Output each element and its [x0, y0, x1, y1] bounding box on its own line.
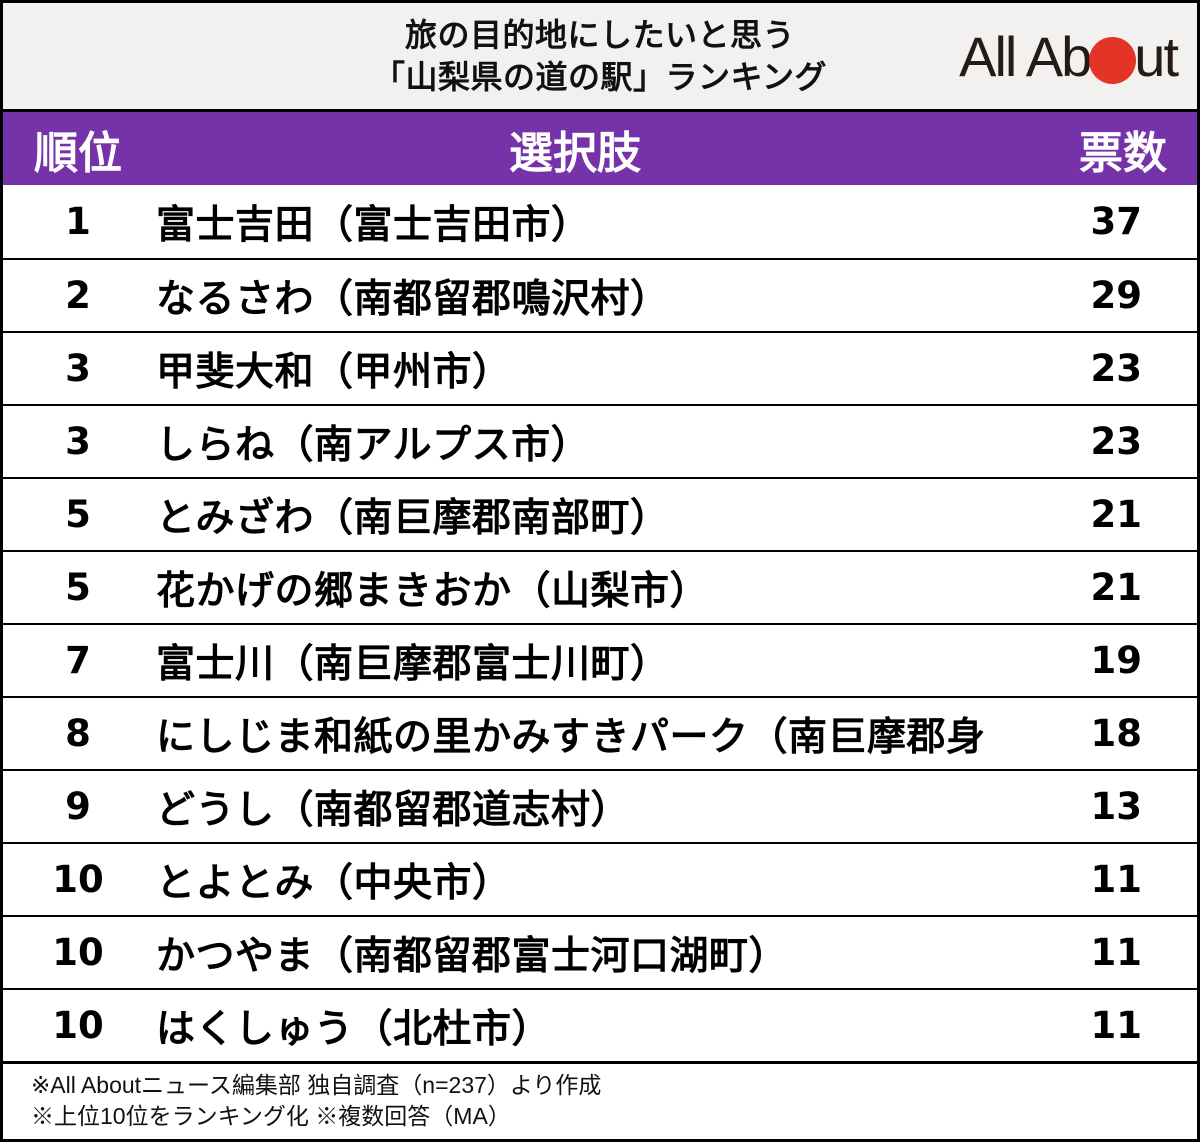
table-row: 5 花かげの郷まきおか（山梨市） 21: [3, 550, 1197, 623]
table-body: 1 富士吉田（富士吉田市） 37 2 なるさわ（南都留郡鳴沢村） 29 3 甲斐…: [3, 185, 1197, 1061]
choice-cell: どうし（南都留郡道志村）: [156, 788, 631, 832]
rank-cell: 9: [65, 785, 91, 828]
rank-cell: 10: [52, 931, 104, 974]
logo-text-right: ut: [1134, 25, 1179, 88]
choice-cell: なるさわ（南都留郡鳴沢村）: [156, 277, 670, 321]
rank-cell: 8: [65, 712, 91, 755]
choice-cell: 花かげの郷まきおか（山梨市）: [156, 569, 710, 613]
rank-cell: 10: [52, 858, 104, 901]
rank-cell: 3: [65, 347, 91, 390]
column-header-votes: 票数: [1079, 128, 1167, 178]
table-header: 順位 選択肢 票数: [3, 112, 1197, 185]
votes-cell: 18: [1090, 712, 1143, 755]
votes-cell: 29: [1090, 274, 1143, 317]
choice-cell: にしじま和紙の里かみすきパーク（南巨摩郡身: [156, 715, 986, 759]
footnote-source: ※All Aboutニュース編集部 独自調査（n=237）より作成: [31, 1072, 602, 1098]
votes-cell: 19: [1090, 639, 1143, 682]
votes-cell: 23: [1090, 420, 1143, 463]
title-band: 旅の目的地にしたいと思う 「山梨県の道の駅」ランキング All Ab ut: [3, 3, 1197, 112]
rank-cell: 10: [52, 1004, 104, 1047]
votes-cell: 37: [1090, 200, 1143, 243]
table-row: 3 甲斐大和（甲州市） 23: [3, 331, 1197, 404]
column-header-choice: 選択肢: [509, 128, 641, 178]
rank-cell: 5: [65, 566, 91, 609]
rank-cell: 5: [65, 493, 91, 536]
votes-cell: 11: [1090, 1004, 1143, 1047]
choice-cell: 富士吉田（富士吉田市）: [156, 203, 591, 247]
rank-cell: 1: [65, 200, 91, 243]
table-row: 8 にしじま和紙の里かみすきパーク（南巨摩郡身 18: [3, 696, 1197, 769]
table-row: 10 とよとみ（中央市） 11: [3, 842, 1197, 915]
choice-cell: とよとみ（中央市）: [156, 861, 512, 905]
rank-cell: 3: [65, 420, 91, 463]
table-row: 1 富士吉田（富士吉田市） 37: [3, 185, 1197, 258]
choice-cell: とみざわ（南巨摩郡南部町）: [156, 496, 670, 540]
votes-cell: 23: [1090, 347, 1143, 390]
choice-cell: しらね（南アルプス市）: [156, 423, 591, 467]
votes-cell: 11: [1090, 931, 1143, 974]
votes-cell: 21: [1090, 493, 1143, 536]
column-header-rank: 順位: [34, 128, 122, 178]
table-row: 2 なるさわ（南都留郡鳴沢村） 29: [3, 258, 1197, 331]
choice-cell: はくしゅう（北杜市）: [156, 1007, 552, 1051]
footnotes: ※All Aboutニュース編集部 独自調査（n=237）より作成 ※上位10位…: [3, 1061, 1197, 1133]
votes-cell: 21: [1090, 566, 1143, 609]
all-about-logo: All Ab ut: [959, 25, 1179, 88]
choice-cell: 富士川（南巨摩郡富士川町）: [156, 642, 670, 686]
table-row: 3 しらね（南アルプス市） 23: [3, 404, 1197, 477]
table-row: 9 どうし（南都留郡道志村） 13: [3, 769, 1197, 842]
choice-cell: かつやま（南都留郡富士河口湖町）: [156, 934, 789, 978]
rank-cell: 7: [65, 639, 91, 682]
votes-cell: 11: [1090, 858, 1143, 901]
table-row: 10 はくしゅう（北杜市） 11: [3, 988, 1197, 1061]
logo-red-dot-icon: [1089, 36, 1137, 84]
table-row: 5 とみざわ（南巨摩郡南部町） 21: [3, 477, 1197, 550]
footnote-method: ※上位10位をランキング化 ※複数回答（MA）: [31, 1103, 511, 1129]
table-row: 7 富士川（南巨摩郡富士川町） 19: [3, 623, 1197, 696]
table-row: 10 かつやま（南都留郡富士河口湖町） 11: [3, 915, 1197, 988]
title-line-2: 「山梨県の道の駅」ランキング: [372, 59, 828, 95]
logo-text-left: All Ab: [959, 25, 1092, 88]
rank-cell: 2: [65, 274, 91, 317]
votes-cell: 13: [1090, 785, 1143, 828]
title-line-1: 旅の目的地にしたいと思う: [404, 16, 795, 53]
page-title: 旅の目的地にしたいと思う 「山梨県の道の駅」ランキング: [373, 14, 827, 98]
choice-cell: 甲斐大和（甲州市）: [156, 350, 512, 394]
